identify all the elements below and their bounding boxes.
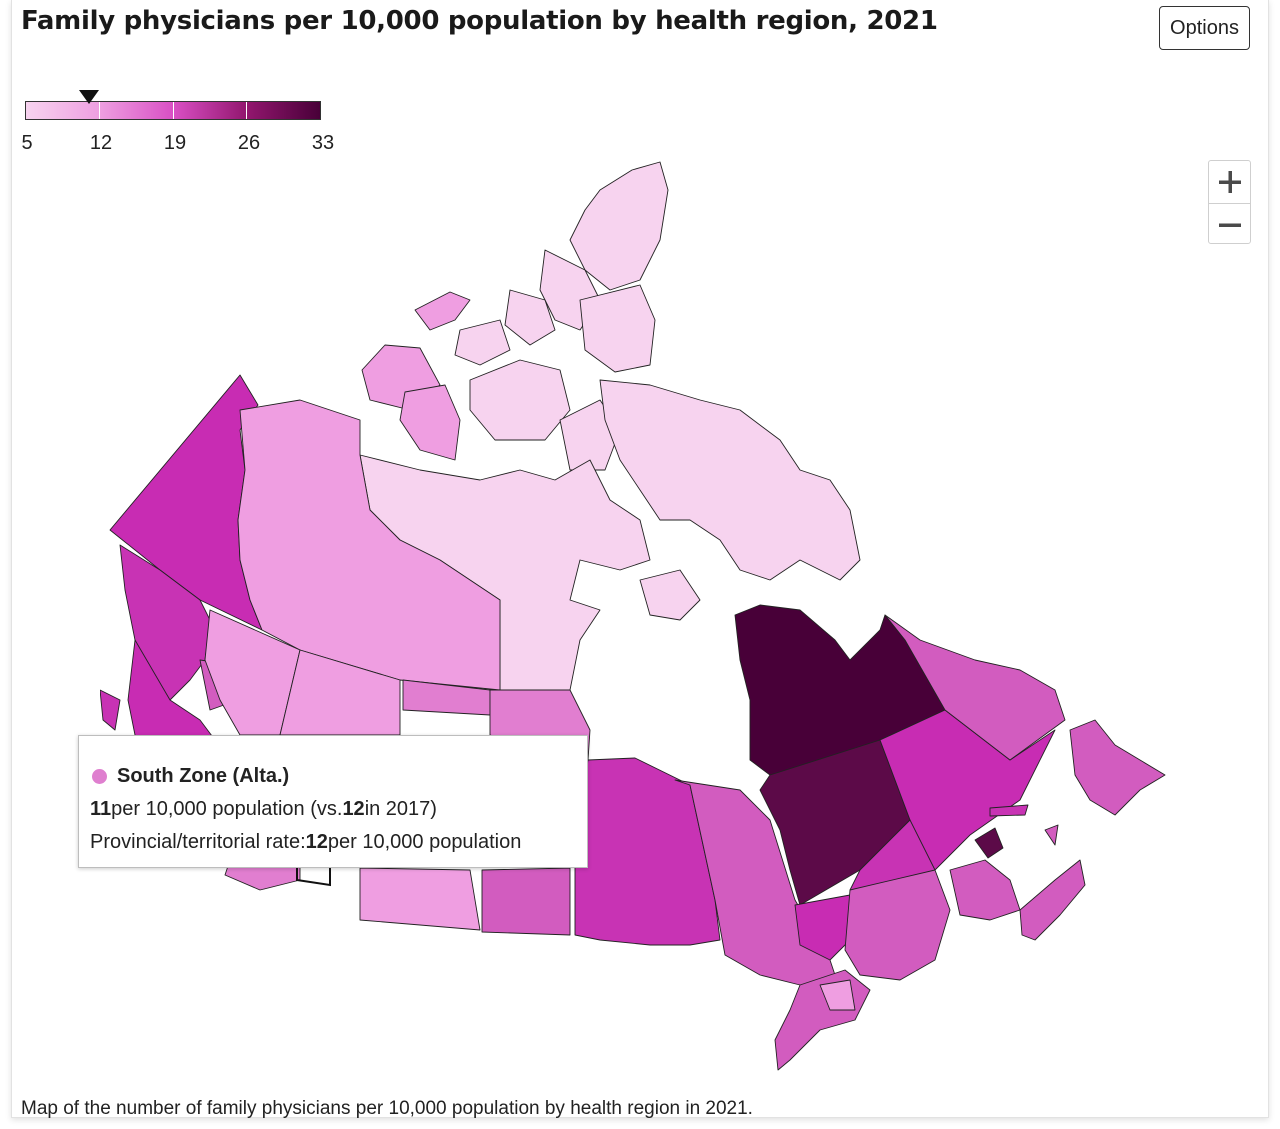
region-arctic-islands[interactable] (469, 359, 571, 441)
region-gaspesie[interactable] (974, 827, 1004, 859)
region-arctic-islands[interactable] (454, 319, 511, 366)
zoom-control (1208, 160, 1251, 244)
region-new-brunswick[interactable] (949, 859, 1021, 921)
tooltip-text: per 10,000 population (vs. (111, 798, 343, 820)
region-nunavut[interactable] (639, 569, 701, 621)
region-arctic-islands[interactable] (399, 384, 461, 461)
region-anticosti[interactable] (1044, 824, 1059, 846)
region-arctic-islands[interactable] (504, 289, 556, 346)
legend-segment (247, 102, 320, 119)
tooltip-rate-line: 11 per 10,000 population (vs. 12 in 2017… (90, 793, 587, 826)
canada-choropleth-map (100, 161, 1166, 1071)
region-tooltip: South Zone (Alta.) 11 per 10,000 populat… (78, 735, 588, 868)
legend-color-bar (25, 101, 321, 120)
region-manitoba-south[interactable] (481, 867, 571, 936)
tooltip-provincial-line: Provincial/territorial rate: 12 per 10,0… (90, 826, 587, 859)
region-quebec-south[interactable] (844, 869, 951, 981)
region-newfoundland[interactable] (1069, 719, 1166, 816)
legend-marker-icon (79, 90, 100, 104)
legend-segment (99, 102, 174, 119)
legend-tick: 5 (21, 132, 33, 154)
region-vancouver-island[interactable] (100, 689, 121, 731)
legend-tick: 19 (163, 132, 187, 154)
color-legend: 5 12 19 26 33 (21, 88, 334, 158)
region-labrador[interactable] (884, 614, 1066, 761)
region-ontario-east[interactable] (819, 979, 856, 1011)
region-nwt[interactable] (237, 399, 501, 691)
minus-icon (1218, 223, 1241, 227)
legend-segment (26, 102, 100, 119)
legend-tick: 33 (311, 132, 335, 154)
region-nova-scotia[interactable] (1019, 859, 1086, 941)
tooltip-provincial-value: 12 (305, 831, 328, 853)
region-arctic-islands[interactable] (579, 284, 656, 373)
region-pei[interactable] (989, 804, 1029, 817)
tooltip-text: in 2017) (364, 798, 437, 820)
tooltip-region-name: South Zone (Alta.) (117, 765, 290, 787)
region-sask-south[interactable] (359, 867, 481, 931)
options-button[interactable]: Options (1159, 6, 1250, 50)
page-title: Family physicians per 10,000 population … (21, 6, 938, 36)
tooltip-text: Provincial/territorial rate: (90, 831, 306, 853)
tooltip-value-2017: 12 (342, 798, 365, 820)
tooltip-text: per 10,000 population (327, 831, 522, 853)
tooltip-value-2021: 11 (90, 798, 112, 820)
region-nunavut[interactable] (599, 379, 861, 581)
map-caption: Map of the number of family physicians p… (21, 1098, 753, 1119)
zoom-in-button[interactable] (1209, 161, 1250, 203)
region-arctic-islands[interactable] (414, 291, 471, 331)
region-quebec-outaouais[interactable] (794, 894, 856, 961)
legend-tick: 12 (89, 132, 113, 154)
tooltip-color-dot (92, 769, 107, 784)
tooltip-header: South Zone (Alta.) (90, 760, 587, 793)
zoom-out-button[interactable] (1209, 203, 1250, 245)
plus-icon (1218, 171, 1241, 193)
region-ontario-northwest[interactable] (574, 757, 721, 946)
legend-tick: 26 (237, 132, 261, 154)
region-arctic-islands[interactable] (569, 161, 669, 291)
legend-segment (173, 102, 248, 119)
